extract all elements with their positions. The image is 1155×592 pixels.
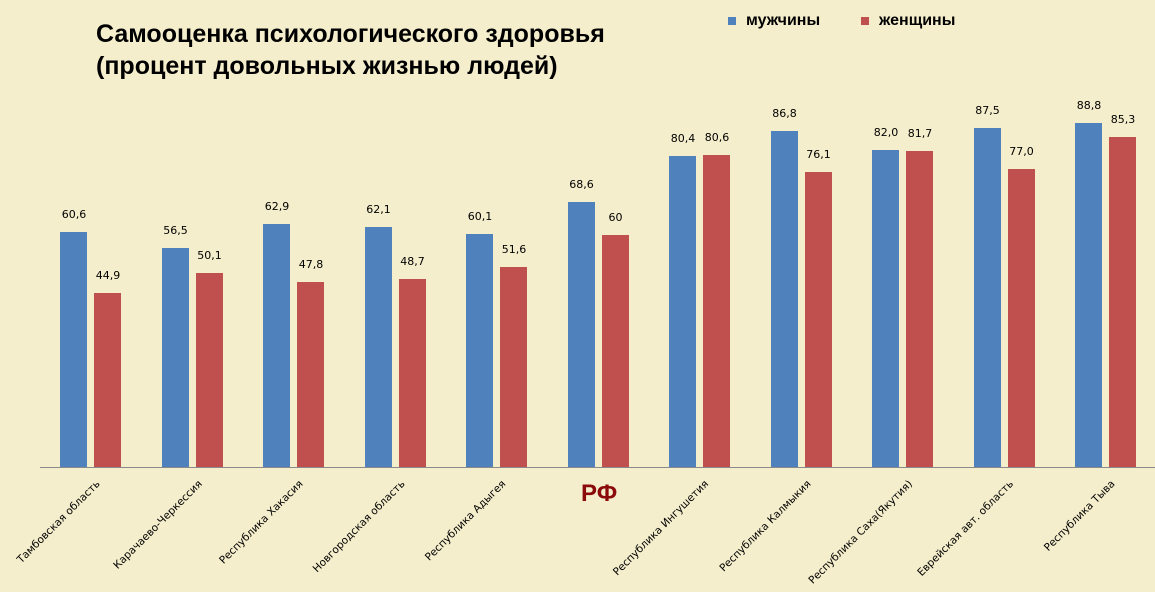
bar-men [872, 149, 899, 467]
data-label: 51,6 [501, 243, 527, 257]
data-label: 48,7 [400, 254, 425, 268]
data-label: 87,5 [975, 104, 1000, 118]
bar-men [364, 226, 392, 467]
x-axis-line [40, 467, 1155, 468]
legend-swatch-men [728, 17, 736, 25]
legend-item-men: мужчины [728, 12, 820, 30]
x-tick-label: Республика Хакасия [217, 478, 306, 567]
data-label: 47,8 [298, 258, 324, 271]
bar-men [161, 248, 189, 467]
x-tick-label: Карачаево-Черкессия [110, 478, 205, 572]
data-label: 77,0 [1009, 145, 1034, 158]
data-label: 80,6 [704, 131, 730, 145]
bar-women [703, 155, 730, 467]
legend-label-women: женщины [879, 12, 956, 29]
bar-women [906, 150, 933, 467]
bar-women [195, 273, 223, 467]
bar-men [60, 232, 87, 467]
x-tick-label: Новгородская область [310, 478, 408, 575]
chart-title-line2: (процент довольных жизнью людей) [96, 52, 558, 80]
bar-men [770, 131, 798, 467]
bar-women [601, 234, 629, 467]
x-tick-label: Республика Адыгея [422, 478, 509, 564]
data-label: 82,0 [873, 125, 899, 139]
data-label: 68,6 [569, 177, 594, 191]
data-label: 81,7 [907, 126, 933, 140]
bar-women [804, 172, 832, 467]
x-tick-label: Республика Калмыкия [716, 478, 814, 575]
chart-title: Самооценка психологического здоровья (пр… [96, 18, 605, 82]
data-label: 88,8 [1076, 99, 1102, 113]
data-label: 86,8 [772, 107, 797, 121]
chart-title-line1: Самооценка психологического здоровья [96, 20, 605, 48]
data-label: 80,4 [670, 131, 696, 145]
data-label: 60,1 [467, 210, 493, 224]
legend-item-women: женщины [861, 12, 955, 30]
bar-women [1007, 169, 1035, 467]
x-tick-label: Тамбовская область [14, 478, 103, 566]
bar-women [1109, 136, 1136, 467]
bar-women [94, 293, 121, 467]
data-label: 60,6 [61, 208, 87, 222]
bar-men [567, 201, 595, 467]
legend-label-men: мужчины [746, 12, 821, 29]
x-tick-label: Республика Саха(Якутия) [806, 478, 915, 587]
bar-men [973, 128, 1001, 467]
bar-women [398, 278, 426, 467]
x-tick-label: Республика Ингушетия [610, 478, 712, 579]
x-tick-label: Еврейская авт. область [914, 478, 1016, 579]
data-label: 62,9 [264, 199, 290, 213]
data-label: 76,1 [806, 148, 831, 162]
bar-men [1075, 123, 1102, 467]
bar-men [669, 155, 696, 467]
bar-men [263, 223, 290, 467]
data-label: 56,5 [163, 224, 188, 238]
x-tick-label: Республика Тыва [1041, 478, 1118, 554]
rf-label: РФ [581, 480, 618, 507]
bar-men [466, 234, 493, 467]
legend-swatch-women [861, 17, 869, 25]
bar-women [297, 282, 324, 467]
data-label: 62,1 [366, 202, 391, 216]
data-label: 60 [608, 210, 623, 224]
data-label: 44,9 [95, 269, 121, 283]
data-label: 85,3 [1110, 112, 1136, 126]
data-label: 50,1 [197, 249, 222, 263]
bar-women [500, 267, 527, 467]
